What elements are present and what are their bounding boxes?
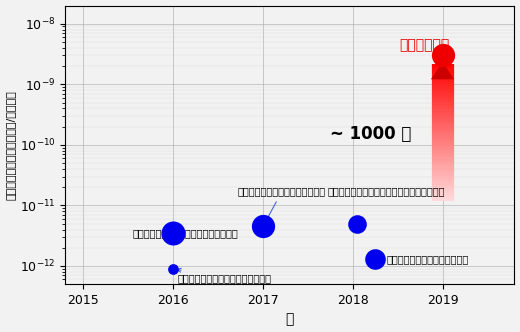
Point bbox=[169, 266, 177, 272]
Point bbox=[259, 224, 267, 229]
Polygon shape bbox=[431, 62, 454, 79]
Point bbox=[353, 221, 361, 226]
Point bbox=[371, 256, 380, 262]
Text: マサチューセッツ工科大学（米国）: マサチューセッツ工科大学（米国） bbox=[177, 268, 271, 284]
Point bbox=[169, 230, 177, 236]
Point bbox=[438, 53, 447, 58]
Text: 理化学研究所: 理化学研究所 bbox=[399, 38, 450, 52]
Text: バルセロナ科学技術研究所（スペイン）: バルセロナ科学技術研究所（スペイン） bbox=[133, 228, 239, 238]
Text: セントラルフロリダ大学（米国）: セントラルフロリダ大学（米国） bbox=[238, 187, 326, 223]
Text: ~ 1000 倍: ~ 1000 倍 bbox=[330, 125, 412, 143]
Y-axis label: 出力エネルギー（ジュール/パルス）: 出力エネルギー（ジュール/パルス） bbox=[6, 90, 16, 200]
Text: インペリアルカレッジ（英国）: インペリアルカレッジ（英国） bbox=[387, 254, 469, 264]
X-axis label: 年: 年 bbox=[285, 312, 294, 326]
Text: ケベック先端科学技術大学院大学（カナダ）: ケベック先端科学技術大学院大学（カナダ） bbox=[328, 187, 445, 197]
